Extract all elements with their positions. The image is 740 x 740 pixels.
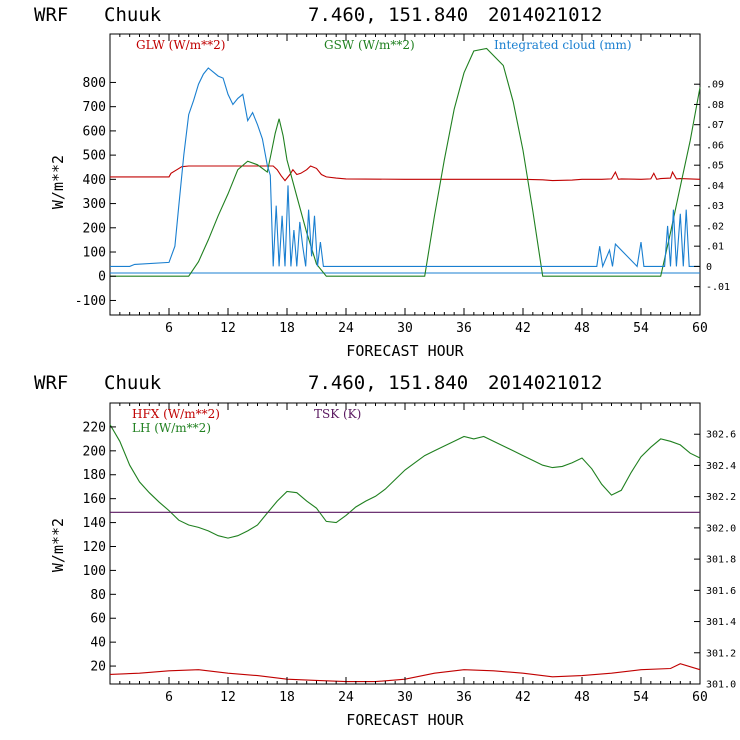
panel2-x-tick-label: 48 — [574, 690, 590, 705]
panel1-y-tick-label: 600 — [83, 124, 106, 139]
panel1-y-tick-label: 400 — [83, 173, 106, 188]
panel2-date: 2014021012 — [488, 372, 602, 394]
panel2-y-tick-label: 120 — [83, 540, 106, 555]
panel1-x-tick-label: 54 — [633, 321, 649, 336]
panel2-y-tick-label: 180 — [83, 468, 106, 483]
panel2-y2-tick-label: 302.6 — [706, 430, 736, 441]
panel1-y-tick-label: 100 — [83, 246, 106, 261]
panel1-y-tick-label: 200 — [83, 221, 106, 236]
panel2-y2-tick-label: 301.6 — [706, 586, 736, 597]
panel1-x-tick-label: 60 — [692, 321, 708, 336]
panel1-x-tick-label: 42 — [515, 321, 531, 336]
panel1-y2-tick-label: .06 — [706, 140, 724, 151]
panel1-y2-tick-label: .01 — [706, 242, 724, 253]
panel2-y-tick-label: 60 — [90, 612, 106, 627]
panel2-axes: 6 12 18 24 30 36 42 48 54 60 20 40 60 80 100 120 140 160 1… — [83, 403, 736, 705]
panel1-y2-tick-label: .02 — [706, 221, 724, 232]
panel2-y-axis-label: W/m**2 — [49, 518, 67, 572]
panel1-series — [110, 47, 701, 277]
panel1-series-glw — [110, 165, 701, 182]
panel1-y2-tick-label: .07 — [706, 120, 724, 131]
panel2-y-tick-label: 20 — [90, 660, 106, 675]
panel1-y-tick-label: -100 — [75, 294, 106, 309]
panel2-coords: 7.460, 151.840 — [308, 372, 468, 394]
panel2-model: WRF — [34, 372, 68, 394]
panel2-y2-tick-label: 301.4 — [706, 617, 736, 628]
panel1-header: WRF Chuuk 7.460, 151.840 2014021012 — [34, 4, 602, 26]
panel2-series-lh — [109, 424, 701, 539]
panel1-y2-tick-label: .09 — [706, 80, 724, 91]
panel1-location: Chuuk — [104, 4, 162, 26]
panel1-x-axis-label: FORECAST HOUR — [346, 342, 464, 360]
panel2-y2-tick-label: 302.4 — [706, 461, 736, 472]
panel2-y-tick-label: 140 — [83, 516, 106, 531]
panel2-x-tick-label: 12 — [220, 690, 236, 705]
panel1-y2-tick-label: .08 — [706, 100, 724, 111]
panel1-x-tick-label: 18 — [279, 321, 295, 336]
panel1-axes: 6 12 18 24 30 36 42 48 54 60 -100 0 100 200 300 400 500 6… — [75, 34, 730, 336]
panel2-y-tick-label: 200 — [83, 444, 106, 459]
panel2-y-tick-label: 80 — [90, 588, 106, 603]
panel2-y2-tick-label: 301.0 — [706, 680, 736, 691]
panel2-x-tick-label: 30 — [397, 690, 413, 705]
panel2-x-tick-label: 54 — [633, 690, 649, 705]
panel2-y2-tick-label: 302.0 — [706, 523, 736, 534]
panel1-x-tick-label: 48 — [574, 321, 590, 336]
panel1-y-tick-label: 700 — [83, 100, 106, 115]
panel2-x-axis-label: FORECAST HOUR — [346, 711, 464, 729]
panel1-y-tick-label: 0 — [98, 270, 106, 285]
panel2-x-tick-label: 6 — [165, 690, 173, 705]
panel2-y2-tick-label: 301.2 — [706, 648, 736, 659]
panel1-y2-tick-label: .05 — [706, 161, 724, 172]
panel2-y-tick-label: 100 — [83, 564, 106, 579]
panel1-y-axis-label: W/m**2 — [49, 155, 67, 209]
panel2-legend-tsk: TSK (K) — [314, 407, 361, 421]
panel1-legend-cloud: Integrated cloud (mm) — [494, 38, 632, 52]
panel1-y-tick-label: 800 — [83, 76, 106, 91]
panel1-date: 2014021012 — [488, 4, 602, 26]
panel1-y2-tick-label: .04 — [706, 181, 724, 192]
panel1-x-tick-label: 36 — [456, 321, 472, 336]
panel2-y-tick-label: 220 — [83, 420, 106, 435]
panel1-y-tick-label: 300 — [83, 197, 106, 212]
panel2-legend-lh: LH (W/m**2) — [132, 421, 211, 435]
panel1-y-tick-label: 500 — [83, 149, 106, 164]
panel1-coords: 7.460, 151.840 — [308, 4, 468, 26]
panel2-x-tick-label: 60 — [692, 690, 708, 705]
panel1-x-tick-label: 30 — [397, 321, 413, 336]
panel2-header: WRF Chuuk 7.460, 151.840 2014021012 — [34, 372, 602, 394]
panel1-legend-glw: GLW (W/m**2) — [136, 38, 225, 52]
panel1-x-tick-label: 24 — [338, 321, 354, 336]
panel2-x-tick-label: 36 — [456, 690, 472, 705]
panel2-legend-hfx: HFX (W/m**2) — [132, 407, 220, 421]
panel1-x-tick-label: 12 — [220, 321, 236, 336]
panel1-x-tick-label: 6 — [165, 321, 173, 336]
panel1-model: WRF — [34, 4, 68, 26]
panel2-y-tick-label: 160 — [83, 492, 106, 507]
panel1-y2-tick-label: -.01 — [706, 282, 730, 293]
panel1-legend-gsw: GSW (W/m**2) — [324, 38, 415, 52]
panel1-series-integrated — [110, 67, 700, 269]
panel2-frame — [109, 402, 701, 685]
panel1-y2-tick-label: .03 — [706, 201, 724, 212]
panel2-y2-tick-label: 301.8 — [706, 555, 736, 566]
panel2-series-hfx — [109, 663, 701, 683]
panel2-y-tick-label: 40 — [90, 636, 106, 651]
panel1-y2-tick-label: 0 — [706, 262, 712, 273]
panel2-x-tick-label: 42 — [515, 690, 531, 705]
panel2-location: Chuuk — [104, 372, 162, 394]
panel2-series — [109, 424, 701, 683]
panel2-x-tick-label: 24 — [338, 690, 354, 705]
panel2-x-tick-label: 18 — [279, 690, 295, 705]
panel1-series-gsw — [110, 47, 701, 277]
panel2-y2-tick-label: 302.2 — [706, 492, 736, 503]
